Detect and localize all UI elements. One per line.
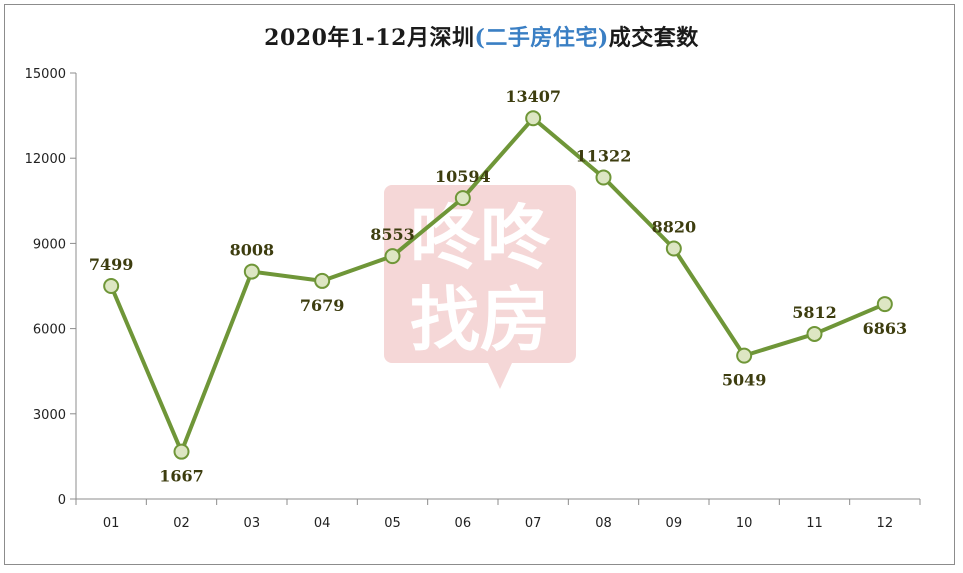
data-label: 5049 — [722, 371, 767, 390]
x-tick-label: 10 — [736, 516, 753, 531]
x-tick-label: 09 — [666, 516, 683, 531]
title-suffix: 成交套数 — [608, 25, 699, 51]
data-label: 7679 — [300, 296, 345, 315]
x-tick-label: 11 — [806, 516, 823, 531]
data-point — [595, 169, 612, 186]
data-point — [806, 325, 823, 342]
data-point — [454, 190, 471, 207]
data-point — [173, 443, 190, 460]
y-tick-label: 15000 — [25, 67, 66, 82]
data-label: 11322 — [576, 146, 632, 165]
y-tick-label: 6000 — [33, 323, 66, 338]
chart-axes: 0 3000 6000 9000 12000 15000 01 02 03 04 05 06 07 08 0… — [25, 67, 921, 531]
title-highlight: (二手房住宅) — [474, 25, 609, 51]
x-tick-label: 04 — [314, 516, 331, 531]
y-tick-label: 9000 — [33, 237, 66, 252]
data-point — [665, 240, 682, 257]
data-label: 7499 — [89, 255, 134, 274]
title-prefix: 2020年1-12月深圳 — [264, 25, 475, 51]
x-tick-label: 07 — [525, 516, 542, 531]
data-label: 8820 — [652, 218, 697, 237]
data-point — [384, 248, 401, 265]
watermark-shape — [384, 185, 576, 389]
x-tick-label: 08 — [595, 516, 612, 531]
x-tick-label: 06 — [455, 516, 472, 531]
x-tick-label: 12 — [877, 516, 894, 531]
watermark-text-line1: 咚咚 — [410, 197, 551, 279]
data-label: 10594 — [435, 167, 491, 186]
data-point — [314, 272, 331, 289]
y-tick-label: 3000 — [33, 408, 66, 423]
chart-plot-area: 7499 1667 8008 7679 8553 10594 13407 11322 8820 5… — [89, 87, 907, 485]
data-point — [243, 263, 260, 280]
x-tick-label: 05 — [384, 516, 401, 531]
x-tick-label: 03 — [244, 516, 261, 531]
data-label: 5812 — [792, 303, 837, 322]
data-label: 8008 — [230, 241, 275, 260]
data-point — [876, 296, 893, 313]
y-tick-label: 12000 — [25, 152, 66, 167]
data-label: 6863 — [863, 319, 908, 338]
data-label: 13407 — [505, 87, 561, 106]
x-tick-label: 01 — [103, 516, 120, 531]
data-label: 1667 — [159, 467, 204, 486]
series-line — [109, 116, 886, 454]
watermark-text-line2: 找房 — [410, 279, 550, 361]
y-tick-label: 0 — [58, 493, 66, 508]
data-point — [103, 278, 120, 295]
chart-title: 2020年1-12月深圳(二手房住宅)成交套数 — [0, 20, 963, 52]
data-point — [736, 347, 753, 364]
x-tick-label: 02 — [173, 516, 190, 531]
data-point — [525, 110, 542, 127]
data-label: 8553 — [370, 225, 415, 244]
